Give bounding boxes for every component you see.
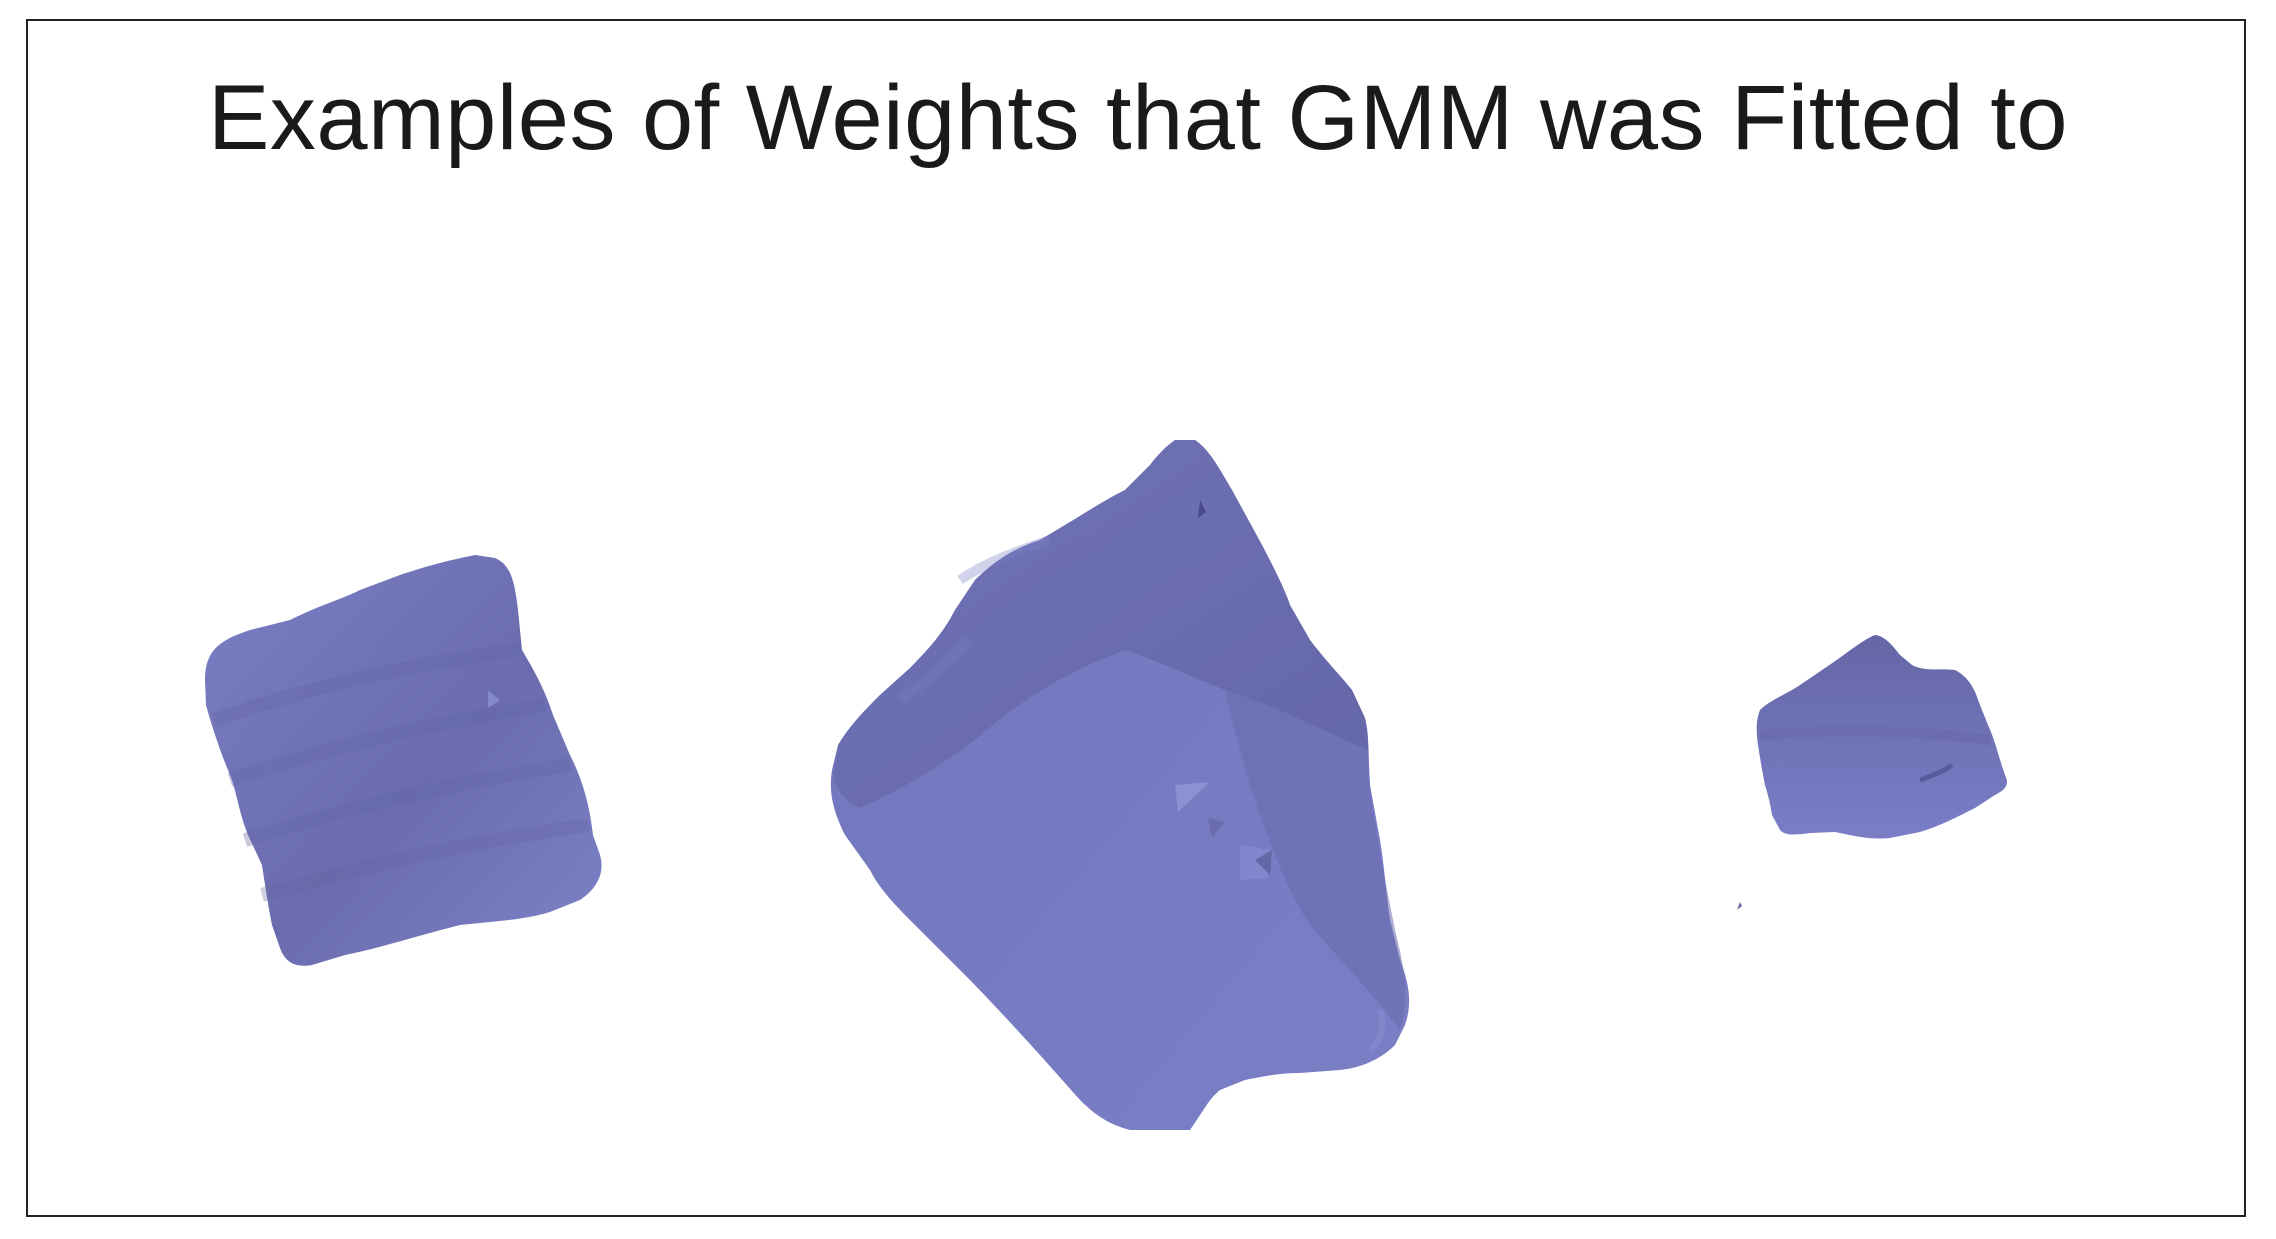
center-blob xyxy=(830,440,1410,1130)
right-blob xyxy=(1737,635,2007,910)
left-blob xyxy=(205,555,602,966)
figure-title: Examples of Weights that GMM was Fitted … xyxy=(208,67,2068,169)
